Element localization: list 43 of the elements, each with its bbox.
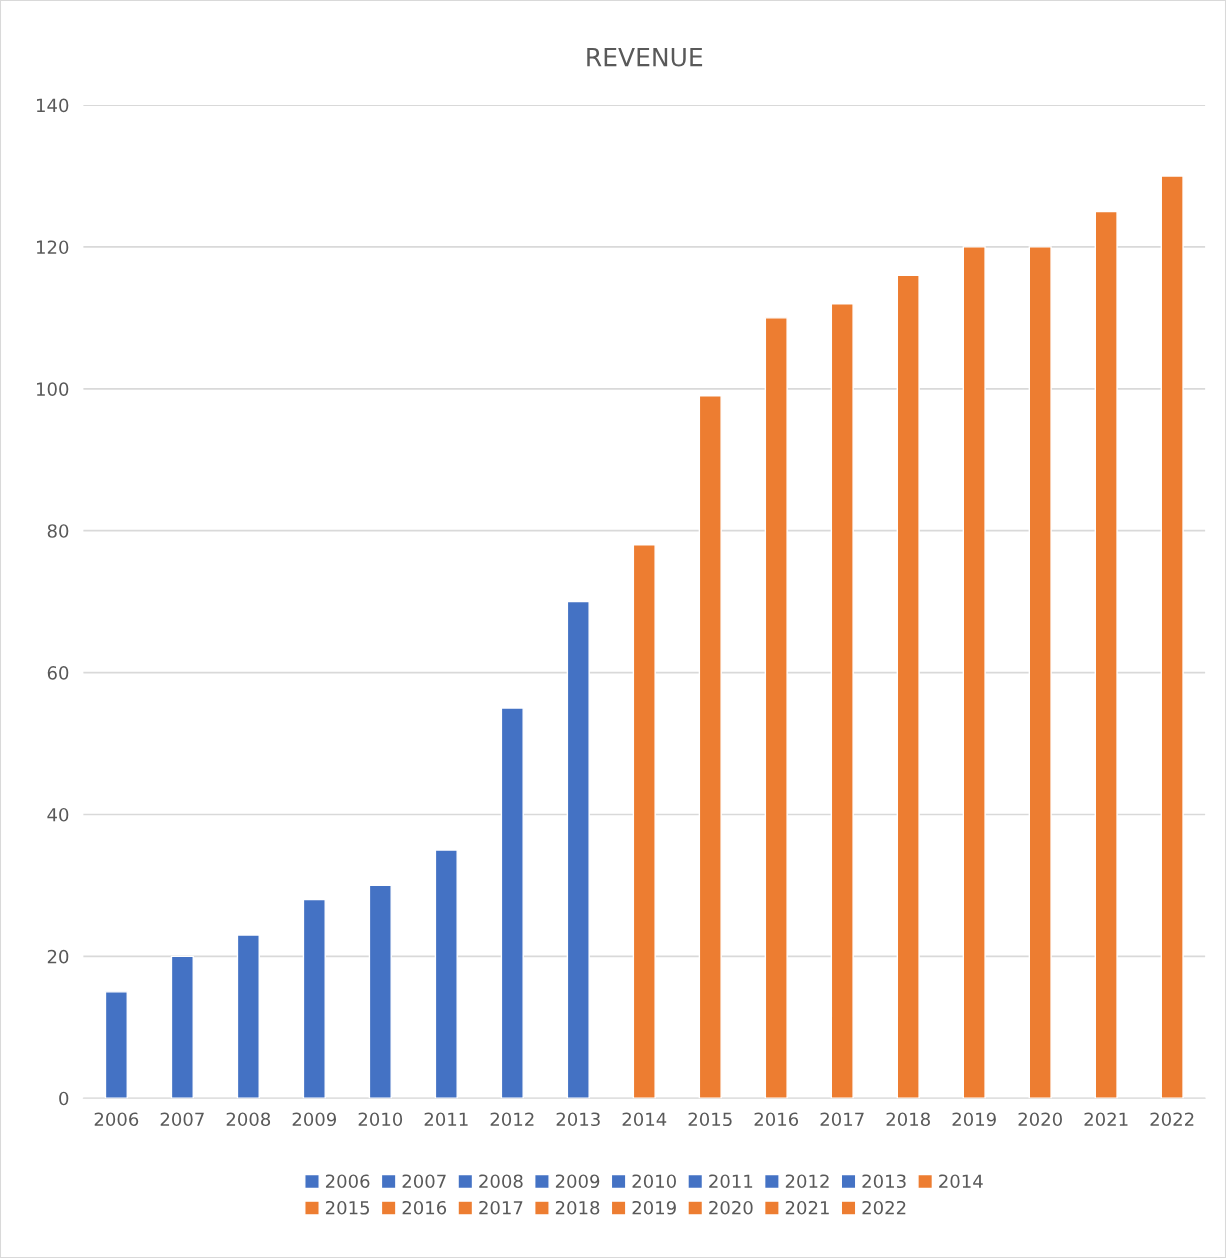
- legend-label: 2014: [939, 1174, 983, 1189]
- x-tick-label: 2015: [688, 1112, 732, 1127]
- x-tick-label: 2011: [424, 1112, 468, 1127]
- legend-label: 2021: [785, 1200, 829, 1215]
- x-tick-label: 2018: [886, 1112, 930, 1127]
- legend-label: 2016: [402, 1200, 447, 1215]
- x-tick-label: 2019: [952, 1112, 996, 1127]
- legend-label: 2007: [402, 1174, 446, 1189]
- legend-label: 2006: [325, 1174, 370, 1189]
- y-tick-label: 0: [59, 1091, 69, 1106]
- legend-label: 2011: [709, 1174, 753, 1189]
- y-tick-label: 100: [37, 382, 69, 396]
- legend-label: 2019: [632, 1200, 676, 1215]
- legend-label: 2020: [709, 1200, 753, 1215]
- y-tick-label: 60: [47, 666, 69, 680]
- x-tick-label: 2022: [1150, 1112, 1194, 1127]
- x-tick-label: 2016: [754, 1112, 799, 1127]
- y-tick-label: 120: [37, 240, 69, 255]
- y-tick-label: 40: [47, 807, 69, 822]
- legend-label: 2018: [555, 1200, 600, 1215]
- x-tick-label: 2010: [358, 1112, 403, 1127]
- legend-label: 2017: [479, 1200, 523, 1215]
- legend-label: 2009: [555, 1174, 600, 1189]
- x-tick-label: 2013: [556, 1112, 600, 1127]
- legend-label: 2010: [632, 1174, 676, 1189]
- legend-label: 2022: [862, 1200, 906, 1215]
- y-tick-label: 80: [47, 524, 69, 538]
- legend-label: 2015: [325, 1200, 370, 1215]
- legend-label: 2008: [479, 1174, 523, 1189]
- x-tick-label: 2020: [1018, 1112, 1062, 1127]
- x-tick-label: 2017: [820, 1112, 864, 1127]
- legend-label: 2012: [785, 1174, 829, 1189]
- x-tick-label: 2012: [490, 1112, 534, 1127]
- x-tick-label: 2007: [160, 1112, 204, 1127]
- x-tick-label: 2021: [1084, 1112, 1128, 1127]
- x-tick-label: 2009: [292, 1112, 337, 1127]
- x-tick-label: 2014: [622, 1112, 667, 1127]
- y-tick-label: 140: [37, 98, 69, 113]
- legend-label: 2013: [862, 1174, 906, 1189]
- chart-title: REVENUE: [587, 47, 703, 67]
- x-tick-label: 2006: [94, 1112, 139, 1127]
- y-tick-label: 20: [47, 949, 69, 964]
- x-tick-label: 2008: [226, 1112, 271, 1127]
